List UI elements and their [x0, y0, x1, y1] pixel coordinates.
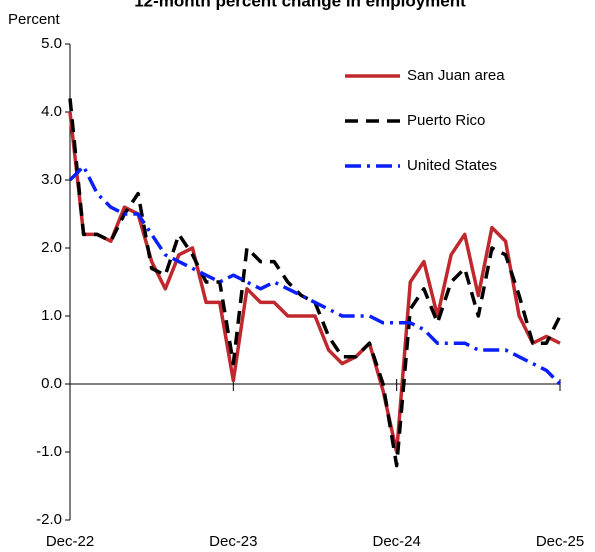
legend-label: San Juan area	[407, 67, 505, 84]
y-tick-label: -2.0	[36, 511, 62, 528]
y-tick-label: 5.0	[41, 35, 62, 52]
y-tick-label: 0.0	[41, 375, 62, 392]
x-tick-label: Dec-22	[46, 533, 94, 550]
chart-title: 12-month percent change in employment	[134, 0, 466, 10]
y-tick-label: 1.0	[41, 307, 62, 324]
x-tick-label: Dec-23	[209, 533, 257, 550]
y-axis-label: Percent	[8, 11, 61, 28]
x-tick-label: Dec-25	[536, 533, 584, 550]
y-tick-label: 4.0	[41, 103, 62, 120]
y-tick-label: -1.0	[36, 443, 62, 460]
y-tick-label: 2.0	[41, 239, 62, 256]
legend-label: Puerto Rico	[407, 112, 485, 129]
x-tick-label: Dec-24	[372, 533, 420, 550]
legend-label: United States	[407, 157, 497, 174]
y-tick-label: 3.0	[41, 171, 62, 188]
series-line	[68, 111, 561, 454]
series-line	[68, 98, 562, 468]
series-line	[68, 164, 562, 386]
